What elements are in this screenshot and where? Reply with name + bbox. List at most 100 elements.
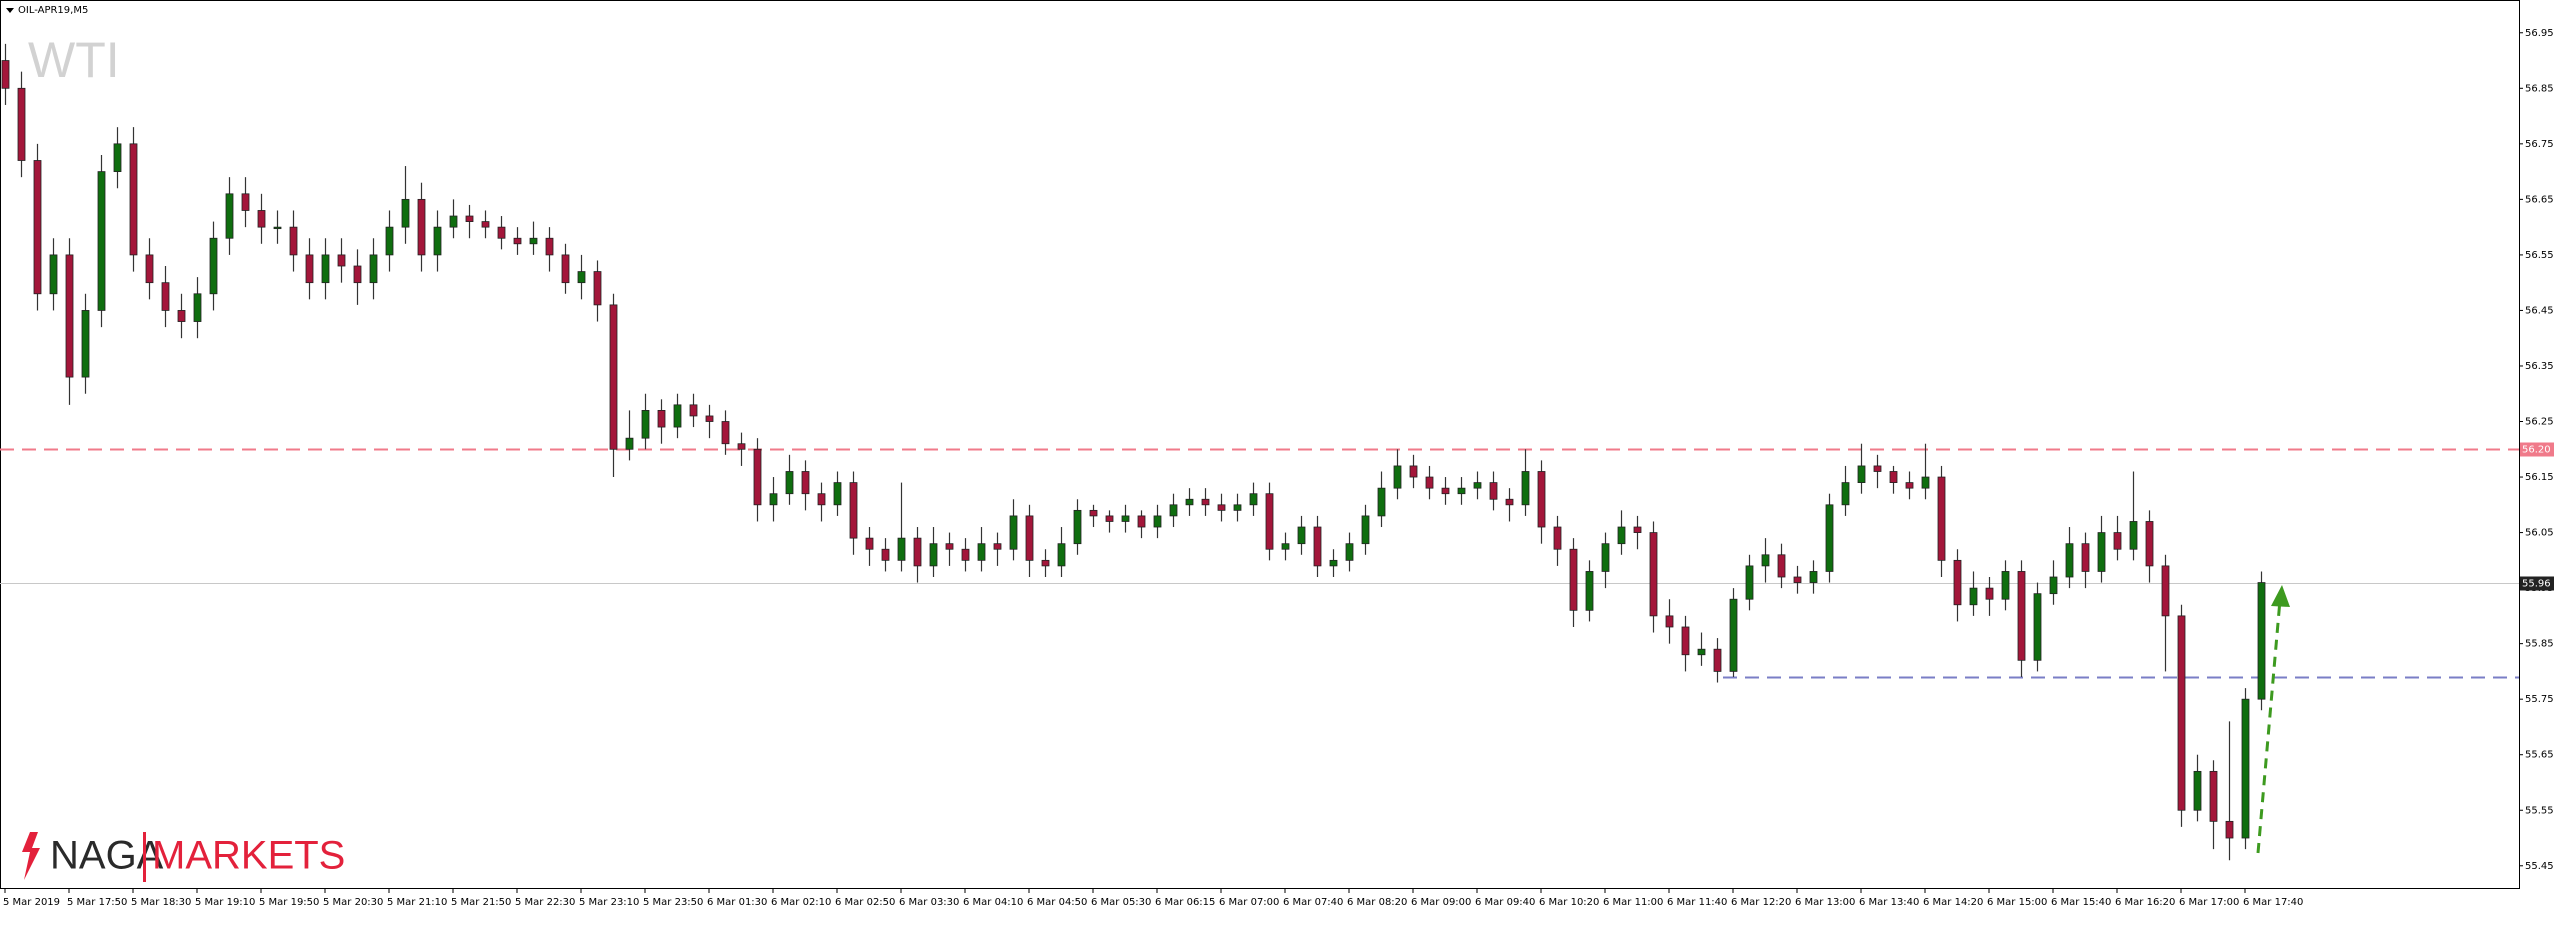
candle-body-up <box>369 254 378 284</box>
candle-body-down <box>2177 615 2186 811</box>
y-tick-label: 55.85 <box>2525 639 2554 650</box>
candle-body-down <box>1649 532 1658 617</box>
y-tick-label: 55.65 <box>2525 750 2554 761</box>
candle-body-down <box>1537 471 1546 528</box>
x-tick-label: 6 Mar 05:30 <box>1091 897 1151 908</box>
candle-body-up <box>785 471 794 495</box>
candle-body-down <box>705 415 714 422</box>
x-tick-label: 5 Mar 19:50 <box>259 897 319 908</box>
plot-frame <box>0 0 2520 889</box>
candle-body-down <box>801 471 810 495</box>
candle-body-down <box>465 215 474 222</box>
candle-body-up <box>833 482 842 506</box>
x-tick-label: 5 Mar 2019 <box>3 897 60 908</box>
candle-body-up <box>49 254 58 295</box>
candle-body-up <box>1153 515 1162 528</box>
candle-body-down <box>129 143 138 256</box>
candle-body-up <box>2241 698 2250 839</box>
price-tag-label: 56.20 <box>2522 445 2551 456</box>
candle-body-down <box>1217 504 1226 511</box>
candle-body-down <box>481 221 490 228</box>
candle-body-down <box>1553 526 1562 550</box>
x-tick-label: 6 Mar 15:40 <box>2051 897 2111 908</box>
candle-body-up <box>577 271 586 284</box>
candle-body-up <box>1921 476 1930 489</box>
x-tick-label: 6 Mar 13:00 <box>1795 897 1855 908</box>
candle-body-down <box>561 254 570 284</box>
x-tick-label: 6 Mar 04:50 <box>1027 897 1087 908</box>
candle-body-down <box>881 548 890 561</box>
candle-body-up <box>2129 521 2138 550</box>
candle-body-up <box>449 215 458 228</box>
candle-body-down <box>1937 476 1946 561</box>
y-tick-label: 56.95 <box>2525 28 2554 39</box>
x-tick-label: 5 Mar 20:30 <box>323 897 383 908</box>
y-tick-label: 56.85 <box>2525 83 2554 94</box>
candle-body-up <box>1297 526 1306 545</box>
logo-icon <box>22 832 40 880</box>
candle-body-down <box>1633 526 1642 533</box>
y-tick-label: 56.75 <box>2525 139 2554 150</box>
candle-body-up <box>1841 482 1850 506</box>
candle-body-up <box>1361 515 1370 545</box>
price-tag <box>2520 576 2554 591</box>
projection-arrow <box>2256 585 2290 854</box>
candle-body-up <box>113 143 122 173</box>
candle-body-down <box>2161 565 2170 617</box>
candle-body-down <box>1409 465 1418 478</box>
x-tick-label: 6 Mar 16:20 <box>2115 897 2175 908</box>
window-toggle[interactable] <box>6 8 14 13</box>
candle-body-up <box>433 226 442 256</box>
candle-body-down <box>1137 515 1146 528</box>
candle-body-down <box>1713 648 1722 672</box>
candle-body-up <box>1009 515 1018 550</box>
candle-body-up <box>1521 471 1530 506</box>
candle-body-up <box>1809 571 1818 583</box>
candle-body-down <box>1777 554 1786 578</box>
x-tick-label: 5 Mar 18:30 <box>131 897 191 908</box>
candle-body-up <box>209 237 218 295</box>
candle-body-down <box>2209 770 2218 822</box>
candle-body-down <box>1089 509 1098 517</box>
x-tick-label: 6 Mar 08:20 <box>1347 897 1407 908</box>
candle-body-up <box>321 254 330 284</box>
y-tick-label: 55.45 <box>2525 861 2554 872</box>
candle-body-up <box>193 293 202 322</box>
candle-body-down <box>721 421 730 445</box>
candle-body-up <box>641 410 650 439</box>
candle-body-down <box>1905 482 1914 489</box>
candle-body-up <box>225 193 234 239</box>
y-tick-label: 55.75 <box>2525 694 2554 705</box>
y-tick-label: 56.55 <box>2525 250 2554 261</box>
price-tag <box>2520 442 2554 457</box>
candle-body-up <box>401 198 410 228</box>
x-tick-label: 6 Mar 11:40 <box>1667 897 1727 908</box>
y-tick-label: 56.35 <box>2525 361 2554 372</box>
candle-body-down <box>1505 498 1514 506</box>
watermark: WTI <box>28 32 120 88</box>
candle-body-down <box>945 543 954 550</box>
candle-body-down <box>305 254 314 284</box>
candle-body-up <box>1233 504 1242 511</box>
candle-body-up <box>2001 571 2010 600</box>
candle-body-down <box>1953 559 1962 606</box>
candle-body-up <box>1745 565 1754 600</box>
candle-body-up <box>2193 770 2202 811</box>
candle-body-down <box>753 448 762 506</box>
candle-body-down <box>657 410 666 428</box>
y-tick-label: 56.25 <box>2525 417 2554 428</box>
candle-body-down <box>1793 576 1802 583</box>
candle-body-down <box>2145 521 2154 567</box>
logo: NAGA MARKETS <box>22 832 345 882</box>
x-tick-label: 5 Mar 23:10 <box>579 897 639 908</box>
candle-body-down <box>865 537 874 550</box>
x-tick-label: 6 Mar 17:00 <box>2179 897 2239 908</box>
candle-body-down <box>257 210 266 228</box>
candle-body-up <box>1121 515 1130 522</box>
candle-body-up <box>1601 543 1610 572</box>
candle-body-down <box>1265 493 1274 550</box>
candle-body-down <box>993 543 1002 550</box>
x-tick-label: 6 Mar 02:10 <box>771 897 831 908</box>
